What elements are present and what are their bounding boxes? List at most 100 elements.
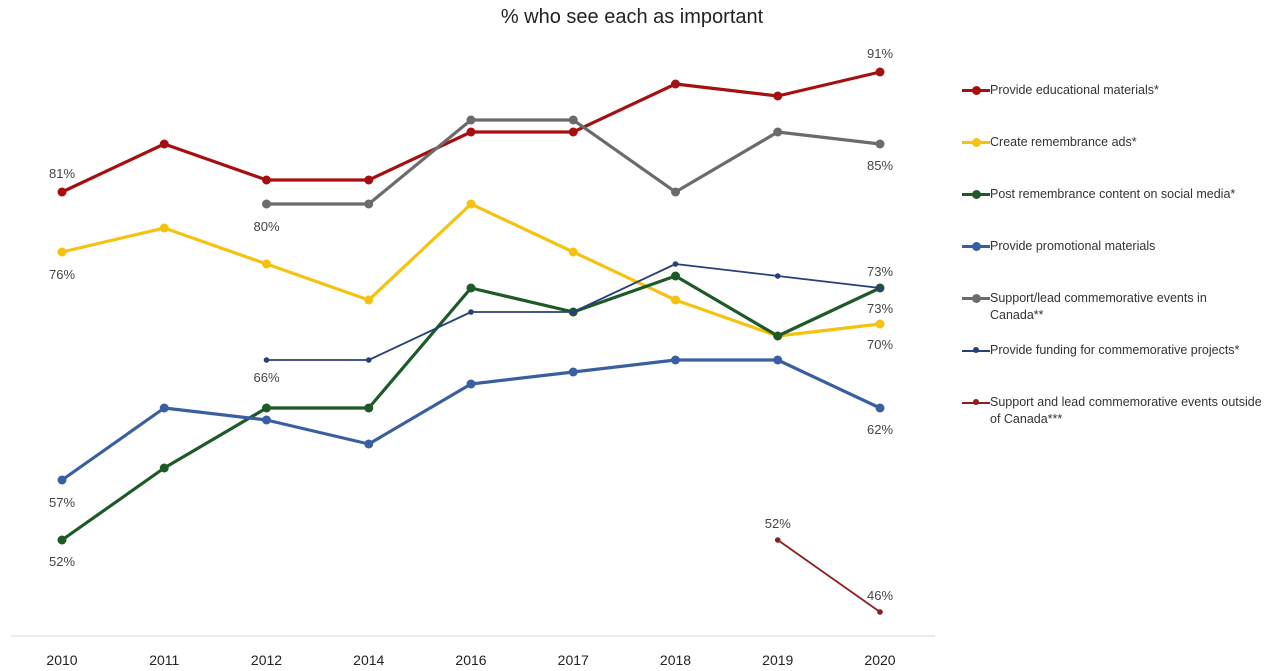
data-point — [875, 139, 885, 149]
data-label: 73% — [867, 264, 893, 279]
data-point — [468, 309, 474, 315]
data-point — [466, 379, 476, 389]
data-point — [672, 261, 679, 267]
series-line — [777, 539, 881, 613]
legend-item: Provide funding for commemorative projec… — [962, 342, 1262, 359]
data-label: 76% — [49, 267, 75, 282]
legend-item: Create remembrance ads* — [962, 134, 1262, 151]
data-point — [466, 127, 476, 137]
data-point — [364, 199, 374, 209]
data-point — [671, 187, 680, 197]
chart-title: % who see each as important — [500, 6, 764, 28]
data-label: 73% — [867, 301, 893, 316]
series-5 — [263, 261, 883, 363]
data-point — [570, 309, 577, 315]
legend-item: Support/lead commemorative events in Can… — [962, 290, 1262, 324]
data-point — [57, 535, 67, 545]
series-lines — [57, 67, 885, 615]
legend-swatch — [962, 134, 990, 150]
data-point — [466, 283, 476, 293]
legend-swatch — [962, 290, 990, 306]
x-tick-label: 2019 — [762, 652, 793, 668]
data-point — [671, 295, 680, 305]
data-label: 62% — [867, 422, 893, 437]
data-point — [875, 403, 885, 413]
data-point — [875, 319, 885, 329]
data-point — [159, 139, 169, 149]
legend-swatch — [962, 82, 990, 98]
data-point — [671, 355, 680, 365]
data-point — [364, 295, 374, 305]
data-label: 85% — [867, 158, 893, 173]
data-point — [262, 175, 271, 185]
data-label: 52% — [49, 554, 75, 569]
data-point — [57, 187, 67, 197]
legend-label: Post remembrance content on social media… — [990, 187, 1236, 201]
data-point — [773, 127, 783, 137]
x-axis: 2010 2011 2012 2014 2016 2017 2018 2019 2020 — [10, 635, 935, 668]
legend-swatch — [962, 238, 990, 254]
data-point — [671, 79, 680, 89]
legend-label: Provide funding for commemorative projec… — [990, 343, 1240, 357]
data-label: 57% — [49, 495, 75, 510]
series-4 — [262, 115, 885, 209]
legend-item: Provide promotional materials — [962, 238, 1262, 255]
data-point — [773, 355, 783, 365]
data-point — [671, 271, 680, 281]
x-tick-label: 2010 — [46, 652, 77, 668]
data-label: 46% — [867, 588, 893, 603]
x-tick-label: 2012 — [251, 652, 282, 668]
data-point — [568, 247, 578, 257]
data-point — [364, 439, 374, 449]
data-point — [263, 357, 270, 363]
data-label: 81% — [49, 166, 75, 181]
legend-label: Support and lead commemorative events ou… — [990, 395, 1262, 426]
data-point — [773, 91, 783, 101]
legend-label: Provide educational materials* — [990, 83, 1159, 97]
data-point — [159, 223, 169, 233]
data-point — [262, 415, 271, 425]
data-point — [57, 475, 67, 485]
data-point — [774, 537, 781, 543]
x-tick-label: 2018 — [660, 652, 691, 668]
data-point — [773, 331, 783, 341]
x-tick-label: 2016 — [455, 652, 486, 668]
x-tick-label: 2011 — [149, 652, 179, 668]
legend-item: Post remembrance content on social media… — [962, 186, 1262, 203]
series-6 — [774, 537, 883, 615]
data-point — [262, 403, 271, 413]
x-tick-label: 2014 — [353, 652, 384, 668]
data-label: 80% — [253, 219, 279, 234]
series-0 — [57, 67, 885, 197]
data-labels: 81% 91% 76% 70% 52% 73% 57% 62% 80% 85% 66% 73% 52% 4… — [49, 46, 893, 603]
legend-item: Support and lead commemorative events ou… — [962, 394, 1262, 428]
legend-label: Provide promotional materials — [990, 239, 1156, 253]
line-chart: 2010 2011 2012 2014 2016 2017 2018 2019 2020 81%… — [10, 46, 935, 668]
data-point — [159, 403, 169, 413]
series-3 — [57, 355, 885, 485]
legend-swatch — [962, 394, 990, 410]
data-point — [875, 67, 885, 77]
data-point — [364, 403, 374, 413]
data-label: 52% — [765, 516, 791, 531]
data-point — [262, 199, 271, 209]
legend-swatch — [962, 186, 990, 202]
data-label: 70% — [867, 337, 893, 352]
data-label: 91% — [867, 46, 893, 61]
data-label: 66% — [253, 370, 279, 385]
data-point — [57, 247, 67, 257]
data-point — [364, 175, 374, 185]
series-1 — [57, 199, 885, 341]
legend-swatch — [962, 342, 990, 358]
x-tick-label: 2017 — [558, 652, 589, 668]
legend-label: Create remembrance ads* — [990, 135, 1137, 149]
data-point — [877, 285, 883, 291]
data-point — [466, 115, 476, 125]
x-tick-label: 2020 — [864, 652, 895, 668]
series-line — [61, 274, 881, 542]
series-line — [61, 358, 881, 482]
data-point — [568, 127, 578, 137]
data-point — [568, 367, 578, 377]
legend-label: Support/lead commemorative events in Can… — [990, 291, 1207, 322]
data-point — [159, 463, 169, 473]
